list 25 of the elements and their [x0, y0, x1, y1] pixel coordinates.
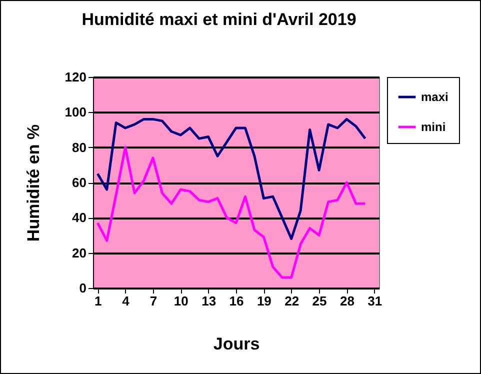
- x-tick-label: 16: [229, 294, 244, 308]
- x-tick-label: 4: [122, 294, 130, 308]
- x-tick-label: 7: [150, 294, 158, 308]
- chart-title: Humidité maxi et mini d'Avril 2019: [82, 10, 356, 29]
- y-tick-label: 60: [72, 175, 86, 190]
- line-series: [96, 118, 366, 240]
- y-tick-label: 0: [79, 280, 86, 296]
- x-tick-label: 31: [368, 294, 382, 308]
- y-tick-label: 20: [72, 245, 86, 260]
- line-series: [96, 146, 366, 279]
- x-tick-label: 19: [256, 294, 272, 308]
- x-tick-label: 22: [284, 294, 300, 308]
- x-tick-label: 1: [94, 294, 102, 308]
- x-tick-label: 10: [174, 294, 188, 308]
- x-tick-label: 25: [312, 294, 327, 308]
- x-tick-label: 13: [202, 294, 216, 308]
- y-tick-label: 40: [72, 210, 86, 226]
- legend-label: mini: [421, 120, 446, 134]
- y-tick-label: 120: [64, 70, 86, 84]
- legend-label: maxi: [421, 90, 448, 104]
- y-axis-title: Humidité en %: [24, 124, 43, 242]
- y-tick-label: 100: [64, 104, 86, 120]
- x-tick-label: 28: [340, 294, 354, 308]
- x-axis-title: Jours: [213, 334, 260, 354]
- y-tick-label: 80: [72, 140, 86, 155]
